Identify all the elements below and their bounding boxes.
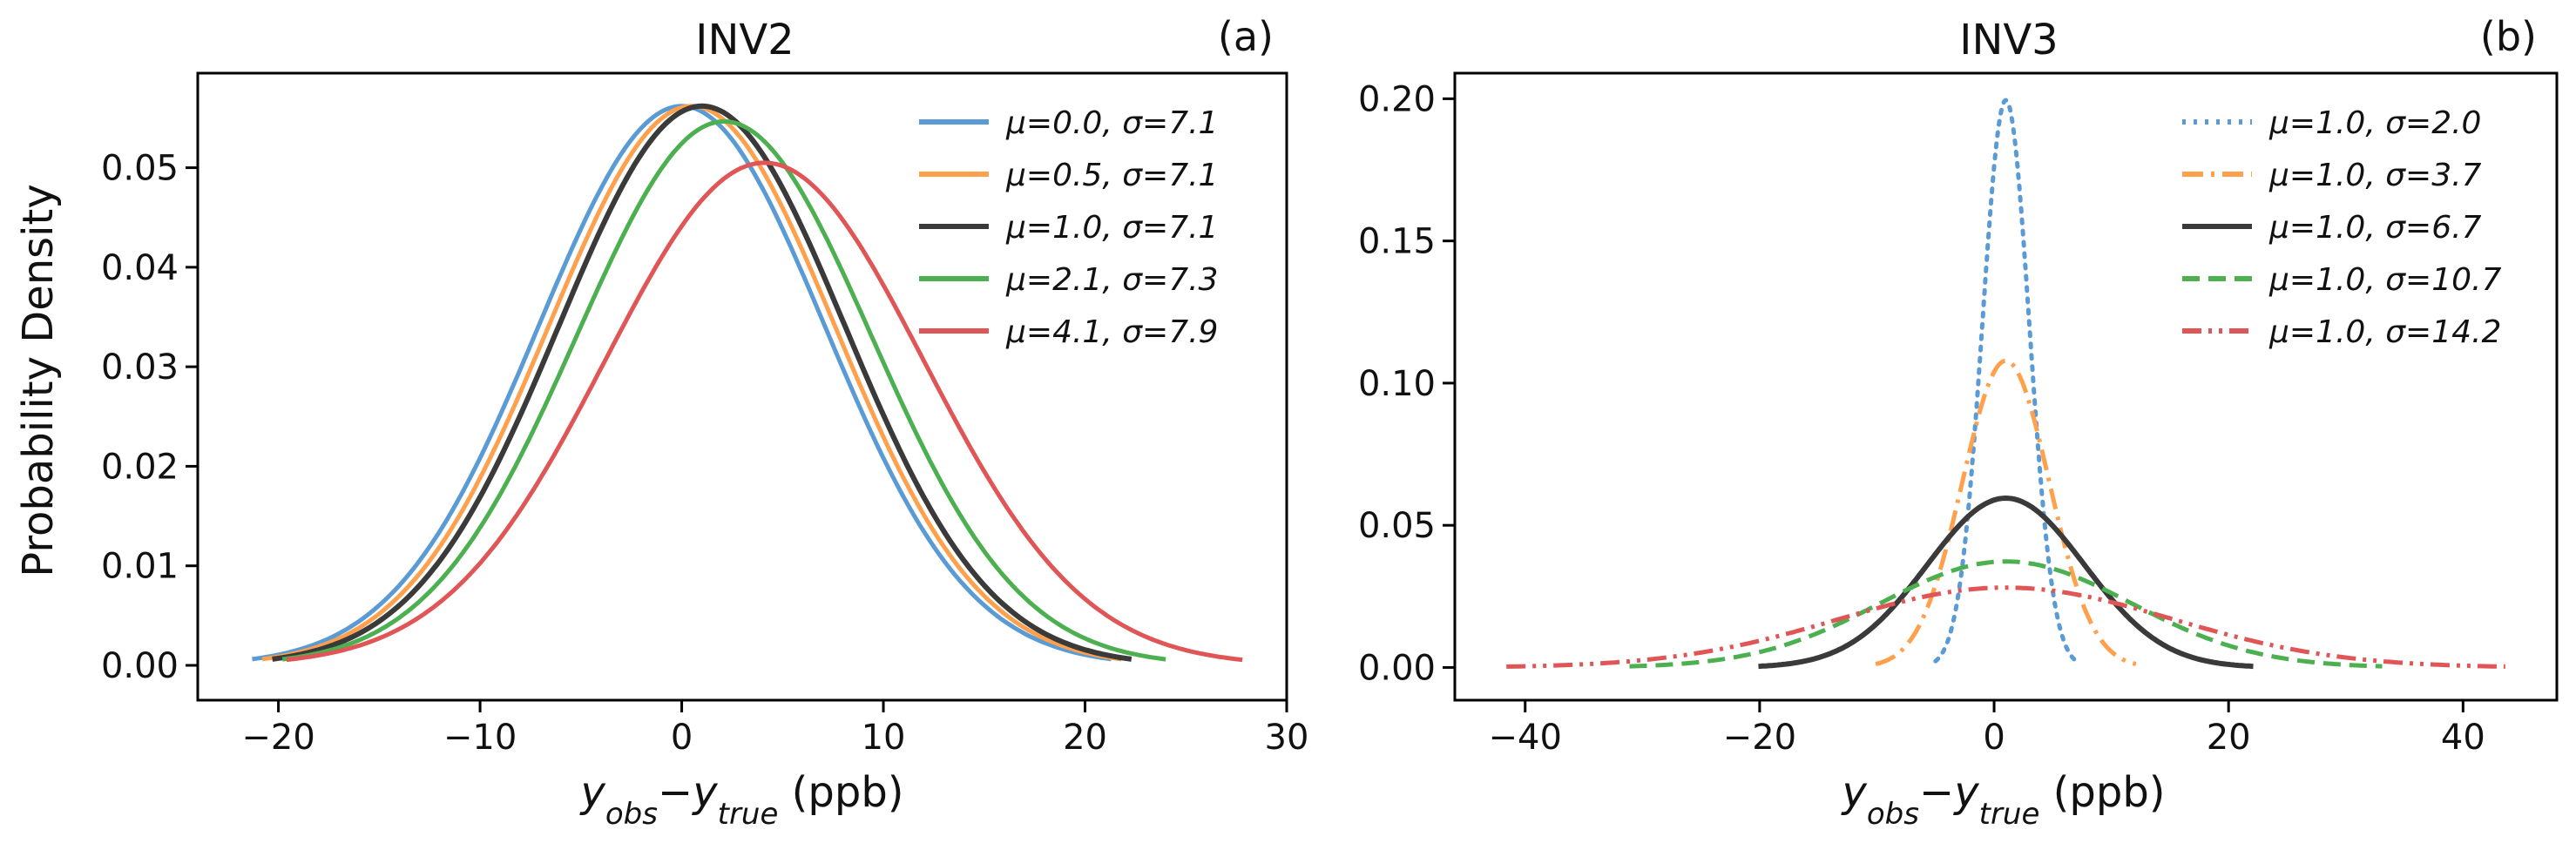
panel-b-x-tick-label: 40 xyxy=(2441,718,2485,758)
y-axis-title: Probability Density xyxy=(14,184,63,577)
panel-a-y-tick-label: 0.00 xyxy=(101,646,179,686)
panel-a-legend-label: μ=0.0, σ=7.1 xyxy=(1005,105,1218,141)
panel-a-legend-label: μ=0.5, σ=7.1 xyxy=(1005,158,1218,193)
panel-b-x-ticks: −40 −20 0 20 40 xyxy=(1489,700,2485,758)
panel-a-x-tick-label: 20 xyxy=(1063,718,1107,758)
panel-b: INV3 (b) −40 −20 0 20 40 0.00 0.05 0.10 0.15 0.2… xyxy=(1358,13,2559,832)
panel-b-legend-label: μ=1.0, σ=6.7 xyxy=(2268,210,2482,246)
panel-a-legend: μ=0.0, σ=7.1 μ=0.5, σ=7.1 μ=1.0, σ=7.1 μ=2.… xyxy=(919,105,1218,350)
panel-a-y-tick-label: 0.03 xyxy=(101,347,179,388)
panel-a-series-3-curve xyxy=(281,118,1166,662)
panel-b-x-axis-title: yobs−ytrue (ppb) xyxy=(1840,768,2165,832)
panel-b-legend-label: μ=1.0, σ=10.7 xyxy=(2268,262,2501,298)
panel-a-y-tick-label: 0.04 xyxy=(101,248,179,288)
panel-b-series-3-curve xyxy=(1629,559,2383,669)
panel-a-series-4-curve xyxy=(286,160,1243,663)
panel-a-frame xyxy=(196,71,1288,702)
panel-a-plot-area xyxy=(252,103,1243,663)
panel-a-y-ticks: 0.00 0.01 0.02 0.03 0.04 0.05 xyxy=(101,149,198,686)
panel-a-title: INV2 xyxy=(695,16,794,64)
panel-b-y-tick-label: 0.10 xyxy=(1358,364,1436,404)
panel-a-legend-label: μ=4.1, σ=7.9 xyxy=(1005,314,1218,350)
panel-a-legend-label: μ=1.0, σ=7.1 xyxy=(1005,210,1218,246)
panel-b-x-tick-label: 20 xyxy=(2207,718,2251,758)
panel-a-x-axis-title: yobs−ytrue (ppb) xyxy=(578,768,903,832)
panel-b-y-tick-label: 0.05 xyxy=(1358,506,1436,546)
panel-b-title: INV3 xyxy=(1959,16,2058,64)
panel-b-plot-area xyxy=(1506,98,2505,670)
panel-a-x-ticks: −20 −10 0 10 20 30 xyxy=(241,700,1308,758)
panel-b-y-tick-label: 0.20 xyxy=(1358,79,1436,119)
panel-b-series-1-curve xyxy=(1875,358,2137,666)
panel-b-series-4-curve xyxy=(1506,585,2505,669)
panel-a-x-tick-label: 10 xyxy=(862,718,906,758)
panel-a-x-tick-label: 30 xyxy=(1265,718,1309,758)
panel-a: INV2 (a) −20 −10 0 10 20 30 0.000.010.020.030… xyxy=(101,13,1309,832)
panel-b-legend-label: μ=1.0, σ=3.7 xyxy=(2268,158,2482,193)
panel-b-legend: μ=1.0, σ=2.0 μ=1.0, σ=3.7 μ=1.0, σ=6.7 μ=1.… xyxy=(2182,105,2501,350)
panel-a-legend-label: μ=2.1, σ=7.3 xyxy=(1005,262,1218,298)
panel-b-x-tick-label: −20 xyxy=(1723,718,1796,758)
panel-a-y-tick-label: 0.05 xyxy=(101,149,179,189)
panel-b-label: (b) xyxy=(2480,13,2537,60)
panel-a-y-tick-label: 0.02 xyxy=(101,447,179,487)
panel-b-y-tick-label: 0.15 xyxy=(1358,222,1436,262)
panel-b-y-tick-label: 0.00 xyxy=(1358,648,1436,688)
panel-b-x-tick-label: 0 xyxy=(1983,718,2005,758)
panel-b-y-ticks: 0.00 0.05 0.10 0.15 0.20 xyxy=(1358,79,1455,688)
panel-a-x-tick-label: −10 xyxy=(443,718,517,758)
panel-b-series-2-curve xyxy=(1758,495,2254,670)
panel-b-frame xyxy=(1453,71,2559,702)
panel-b-legend-label: μ=1.0, σ=14.2 xyxy=(2268,314,2501,350)
panel-a-y-tick-label: 0.01 xyxy=(101,547,179,587)
panel-a-x-tick-label: −20 xyxy=(241,718,314,758)
panel-b-legend-label: μ=1.0, σ=2.0 xyxy=(2268,105,2481,141)
panel-a-x-tick-label: 0 xyxy=(671,718,693,758)
panel-a-series-2-curve xyxy=(272,103,1132,662)
panel-a-label: (a) xyxy=(1218,13,1274,60)
panel-b-x-tick-label: −40 xyxy=(1489,718,1562,758)
